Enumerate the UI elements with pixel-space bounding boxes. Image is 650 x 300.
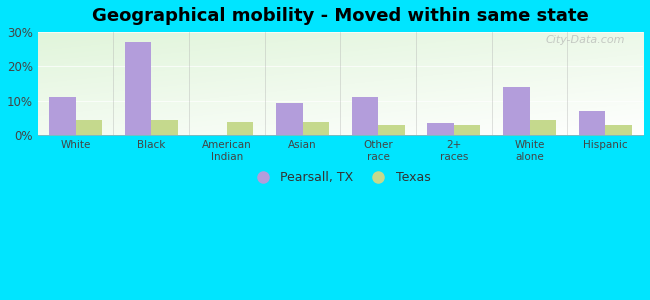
Text: City-Data.com: City-Data.com (545, 35, 625, 45)
Bar (578, 111, 605, 135)
Bar (303, 122, 329, 135)
Bar (227, 122, 254, 135)
Bar (530, 120, 556, 135)
Bar (151, 120, 177, 135)
Legend: Pearsall, TX, Texas: Pearsall, TX, Texas (245, 166, 436, 189)
Bar (454, 125, 480, 135)
Bar (276, 103, 303, 135)
Bar (49, 98, 75, 135)
Bar (503, 87, 530, 135)
Bar (125, 42, 151, 135)
Bar (378, 125, 405, 135)
Bar (75, 120, 102, 135)
Bar (428, 123, 454, 135)
Bar (352, 98, 378, 135)
Bar (605, 125, 632, 135)
Title: Geographical mobility - Moved within same state: Geographical mobility - Moved within sam… (92, 7, 589, 25)
